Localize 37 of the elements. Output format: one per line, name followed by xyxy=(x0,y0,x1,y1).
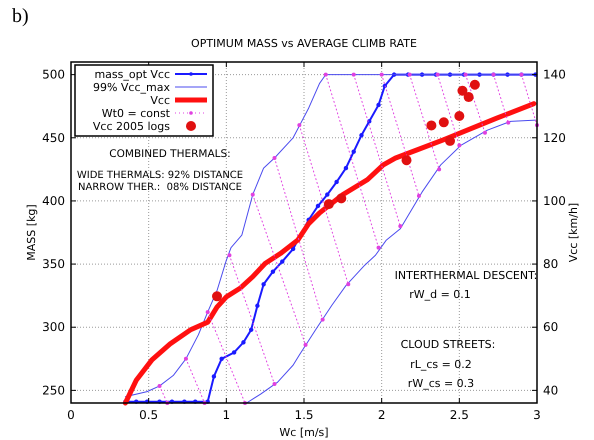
y2-tick-label: 100 xyxy=(543,194,566,208)
legend-label: mass_opt Vcc xyxy=(94,68,170,81)
y-tick-label: 250 xyxy=(42,383,65,398)
legend-label: 99% Vcc_max xyxy=(92,81,170,94)
y-axis-title: MASS [kg] xyxy=(25,204,38,261)
annotation: WIDE THERMALS: 92% DISTANCE xyxy=(76,170,244,181)
annotation: rL_cs = 0.2 xyxy=(410,358,472,371)
y2-tick-label: 60 xyxy=(543,320,558,334)
legend-label: Vcc xyxy=(150,94,170,107)
x-tick-label: 1.5 xyxy=(294,408,314,422)
x-tick-label: 3 xyxy=(533,408,541,422)
y2-axis-title: Vcc [km/h] xyxy=(567,202,580,262)
x-tick-label: 2 xyxy=(378,408,386,422)
x-tick-label: 0.5 xyxy=(139,408,158,422)
annotation: INTERTHERMAL DESCENT: xyxy=(394,269,538,282)
y2-tick-label: 80 xyxy=(543,257,558,272)
y2-tick-label: 40 xyxy=(543,383,558,398)
y2-tick-label: 120 xyxy=(543,130,566,145)
y-tick-label: 300 xyxy=(42,320,65,334)
y-tick-label: 350 xyxy=(42,257,65,272)
text: b) xyxy=(12,5,29,27)
legend-label: Vcc 2005 logs xyxy=(92,120,170,133)
chart-title: OPTIMUM MASS vs AVERAGE CLIMB RATE xyxy=(191,37,418,50)
y2-tick-label: 140 xyxy=(543,68,566,82)
annotation: NARROW THER.: 08% DISTANCE xyxy=(78,182,242,193)
annotation: COMBINED THERMALS: xyxy=(109,148,231,160)
y-tick-label: 400 xyxy=(42,194,65,208)
annotation: rW_d = 0.1 xyxy=(409,288,471,301)
x-tick-label: 2.5 xyxy=(450,408,469,422)
annotation: rW_cs = 0.3 xyxy=(408,377,474,390)
y-tick-label: 450 xyxy=(42,130,65,145)
x-tick-label: 1 xyxy=(222,408,230,422)
y-tick-label: 500 xyxy=(42,68,65,82)
x-axis-title: Wc [m/s] xyxy=(279,426,329,439)
legend-label: Wt0 = const xyxy=(102,107,171,120)
x-tick-label: 0 xyxy=(67,408,75,422)
annotation: CLOUD STREETS: xyxy=(400,338,496,351)
